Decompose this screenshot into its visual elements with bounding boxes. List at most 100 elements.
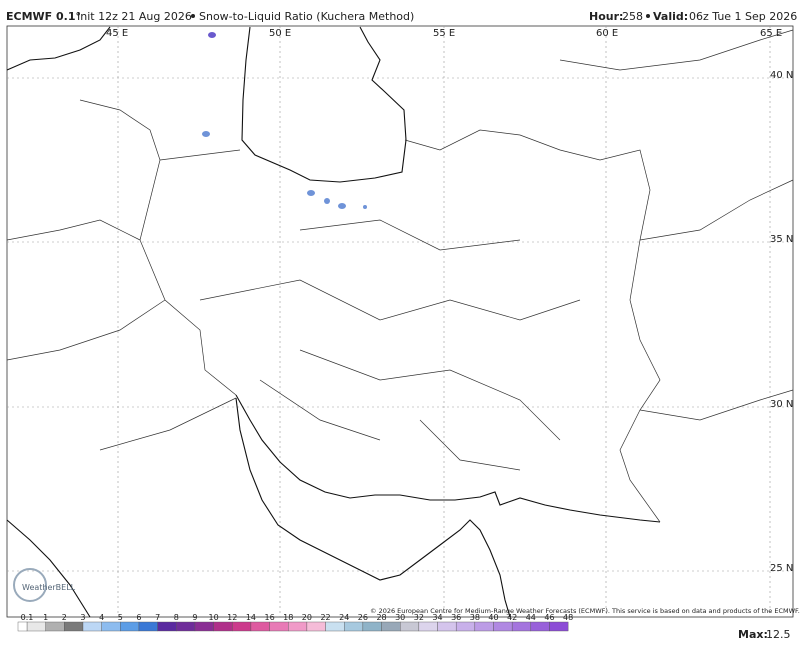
- colorbar-label: 12: [227, 613, 237, 622]
- black-sea-coast: [6, 26, 111, 71]
- colorbar-cell: [474, 621, 494, 632]
- border: [639, 389, 794, 421]
- colorbar-label: 1: [43, 613, 48, 622]
- red-sea-coast: [6, 519, 91, 618]
- colorbar-label: 36: [451, 613, 461, 622]
- caspian-sea: [241, 26, 407, 183]
- colorbar-cell: [306, 621, 326, 632]
- colorbar-cell: [530, 621, 550, 632]
- snow-areas: [202, 32, 367, 209]
- lon-label: 45 E: [106, 28, 128, 39]
- colorbar-cell: [45, 621, 65, 632]
- colorbar-cell: [138, 621, 158, 632]
- lat-label: 30 N: [770, 399, 793, 410]
- colorbar-label: 22: [320, 613, 330, 622]
- colorbar-cell: [381, 621, 401, 632]
- colorbar-label: 4: [99, 613, 104, 622]
- border: [404, 129, 661, 523]
- colorbar-cell: [64, 621, 84, 632]
- border: [639, 179, 794, 241]
- colorbar-cell: [511, 621, 532, 632]
- max-label: Max:: [738, 628, 768, 641]
- colorbar-cell: [437, 621, 457, 632]
- snow-area: [338, 203, 346, 209]
- colorbar-label: 44: [526, 613, 536, 622]
- map-frame: [6, 25, 794, 618]
- persian-gulf-north: [235, 394, 661, 523]
- snow-area: [324, 198, 330, 204]
- border: [79, 99, 237, 396]
- colorbar-cell: [455, 621, 476, 632]
- border: [6, 299, 166, 361]
- colorbar-label: 7: [155, 613, 160, 622]
- colorbar-cell: [176, 621, 196, 632]
- max-value: 12.5: [766, 628, 791, 641]
- colorbar-label: 3: [80, 613, 85, 622]
- lon-label: 50 E: [269, 28, 291, 39]
- colorbar-label: 38: [470, 613, 480, 622]
- colorbar-label: 9: [192, 613, 197, 622]
- colorbar-label: 0.1: [21, 613, 34, 622]
- colorbar-label: 2: [62, 613, 67, 622]
- colorbar-cell: [120, 621, 140, 632]
- colorbar-cell: [232, 621, 252, 632]
- colorbar-label: 14: [246, 613, 256, 622]
- border: [559, 29, 794, 71]
- colorbar-cell: [82, 621, 102, 632]
- lon-label: 60 E: [596, 28, 618, 39]
- colorbar-label: 5: [118, 613, 123, 622]
- model: ECMWF 0.1°: [6, 10, 81, 23]
- init: Init 12z 21 Aug 2026: [77, 10, 192, 23]
- border: [159, 149, 581, 471]
- lat-label: 35 N: [770, 234, 793, 245]
- colorbar-cell: [194, 621, 214, 632]
- hour: 258: [622, 10, 643, 23]
- border: [6, 219, 141, 241]
- colorbar-cell: [157, 621, 177, 632]
- separator: [646, 14, 650, 18]
- separator: [191, 14, 195, 18]
- colorbar-cell: [400, 621, 420, 632]
- colorbar-cell: [549, 621, 569, 632]
- product: Snow-to-Liquid Ratio (Kuchera Method): [199, 10, 414, 23]
- snow-area: [307, 190, 315, 196]
- colorbar-cell: [493, 621, 513, 632]
- snow-area: [208, 32, 216, 38]
- colorbar-label: 46: [544, 613, 554, 622]
- colorbar-label: 24: [339, 613, 349, 622]
- colorbar-cell: [325, 621, 345, 632]
- colorbar-label: 8: [174, 613, 179, 622]
- colorbar-label: 48: [563, 613, 573, 622]
- lat-label: 40 N: [770, 70, 793, 81]
- credit: © 2026 European Centre for Medium-Range …: [370, 607, 800, 615]
- colorbar-label: 20: [302, 613, 312, 622]
- lon-label: 65 E: [760, 28, 782, 39]
- map: 45 E 50 E 55 E 60 E 65 E 40 N 35 N 30 N …: [6, 25, 800, 618]
- logo-icon: [13, 568, 47, 602]
- valid: 06z Tue 1 Sep 2026: [689, 10, 797, 23]
- colorbar-cell: [26, 621, 46, 632]
- hour-label: Hour:: [589, 10, 623, 23]
- colorbar-cell: [101, 621, 121, 632]
- colorbar-label: 18: [283, 613, 293, 622]
- snow-area: [363, 205, 367, 209]
- header: ECMWF 0.1° Init 12z 21 Aug 2026 Snow-to-…: [6, 10, 797, 23]
- colorbar-cell: [269, 621, 289, 632]
- colorbar-label: 10: [209, 613, 219, 622]
- colorbar-label: 34: [432, 613, 442, 622]
- valid-label: Valid:: [653, 10, 688, 23]
- colorbar-label: 16: [264, 613, 274, 622]
- colorbar-cell: [418, 621, 438, 632]
- colorbar-label: 6: [136, 613, 141, 622]
- colorbar-label: 26: [358, 613, 368, 622]
- colorbar: 0.1 1 2 3 4 5 6 7 8 9 10 12 14 16 18 20 22 24 26 28 30 32 34 36…: [17, 613, 573, 632]
- persian-gulf-south: [235, 397, 511, 618]
- colorbar-label: 32: [414, 613, 424, 622]
- grid: [7, 26, 793, 617]
- colorbar-label: 40: [488, 613, 498, 622]
- colorbar-cell: [344, 621, 364, 632]
- lat-label: 25 N: [770, 563, 793, 574]
- colorbar-cell: [362, 621, 382, 632]
